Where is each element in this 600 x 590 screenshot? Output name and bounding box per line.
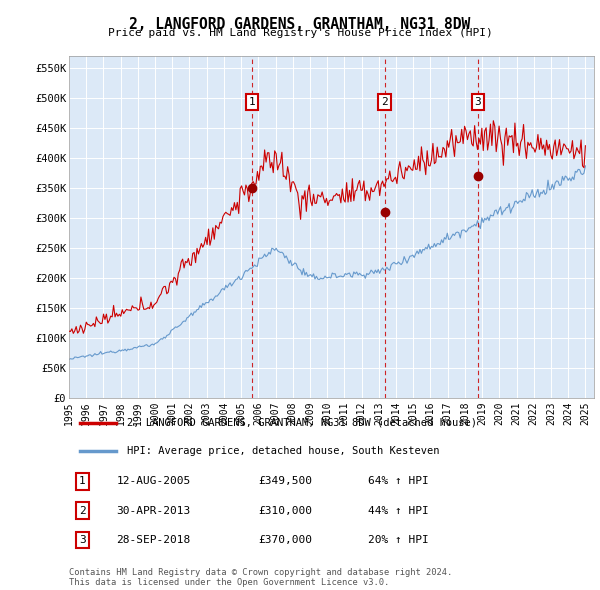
Text: £349,500: £349,500 xyxy=(258,477,312,487)
Text: 2: 2 xyxy=(79,506,86,516)
Text: 20% ↑ HPI: 20% ↑ HPI xyxy=(368,535,429,545)
Text: 3: 3 xyxy=(79,535,86,545)
Text: Contains HM Land Registry data © Crown copyright and database right 2024.
This d: Contains HM Land Registry data © Crown c… xyxy=(69,568,452,587)
Text: 64% ↑ HPI: 64% ↑ HPI xyxy=(368,477,429,487)
Text: 1: 1 xyxy=(248,97,255,107)
Text: 2, LANGFORD GARDENS, GRANTHAM, NG31 8DW (detached house): 2, LANGFORD GARDENS, GRANTHAM, NG31 8DW … xyxy=(127,418,477,428)
Text: £310,000: £310,000 xyxy=(258,506,312,516)
Text: 1: 1 xyxy=(79,477,86,487)
Text: HPI: Average price, detached house, South Kesteven: HPI: Average price, detached house, Sout… xyxy=(127,446,439,456)
Text: 44% ↑ HPI: 44% ↑ HPI xyxy=(368,506,429,516)
Text: 12-AUG-2005: 12-AUG-2005 xyxy=(116,477,191,487)
Text: 2, LANGFORD GARDENS, GRANTHAM, NG31 8DW: 2, LANGFORD GARDENS, GRANTHAM, NG31 8DW xyxy=(130,17,470,31)
Text: 28-SEP-2018: 28-SEP-2018 xyxy=(116,535,191,545)
Text: Price paid vs. HM Land Registry's House Price Index (HPI): Price paid vs. HM Land Registry's House … xyxy=(107,28,493,38)
Text: 2: 2 xyxy=(381,97,388,107)
Text: 30-APR-2013: 30-APR-2013 xyxy=(116,506,191,516)
Text: 3: 3 xyxy=(475,97,481,107)
Text: £370,000: £370,000 xyxy=(258,535,312,545)
